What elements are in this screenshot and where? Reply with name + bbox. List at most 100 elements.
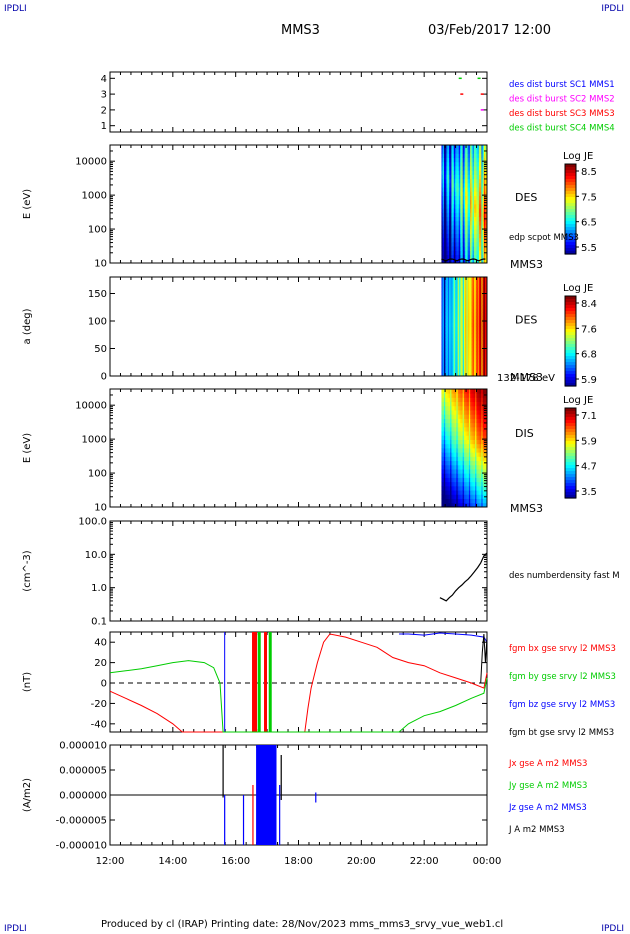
- des_energy-colorbar-cell: [565, 230, 576, 234]
- des_pitch-cell: [451, 344, 454, 349]
- des_energy-cell: [446, 161, 449, 167]
- des_pitch-cell: [452, 284, 455, 289]
- des_pitch-cell: [482, 354, 485, 359]
- dis_energy-cell: [460, 477, 462, 483]
- des_energy-cell: [471, 220, 474, 226]
- dis_energy-cell: [460, 410, 462, 415]
- des_energy-cell: [452, 216, 455, 222]
- des_energy-colorbar-tick-label: 5.5: [581, 243, 597, 254]
- dis_energy-cell: [463, 456, 466, 462]
- des_energy-cell: [456, 178, 459, 184]
- des_energy-cell: [446, 182, 449, 188]
- des_energy-cell: [466, 191, 469, 196]
- des_pitch-cell: [442, 330, 445, 334]
- des_energy-cell: [483, 204, 486, 209]
- des_energy-cell: [450, 153, 452, 159]
- des_energy-cell: [458, 153, 461, 159]
- des_pitch-cell: [450, 305, 452, 310]
- des_energy-cell: [471, 166, 474, 171]
- des_pitch-cell: [462, 284, 465, 289]
- dis_energy-cell: [482, 422, 485, 428]
- dis_energy-cell: [467, 452, 470, 457]
- des_energy-cell: [471, 216, 474, 222]
- des_energy-cell: [445, 191, 447, 196]
- des_energy-cell: [475, 199, 477, 205]
- des_pitch-cell: [442, 340, 445, 345]
- dis_energy-cell: [447, 401, 450, 407]
- dis_energy-cell: [451, 422, 454, 428]
- dis_energy-cell: [480, 393, 482, 398]
- des_pitch-cell: [465, 280, 467, 285]
- dis_energy-cell: [470, 414, 472, 419]
- dis_energy-cell: [466, 485, 469, 491]
- dis_energy-cell: [446, 490, 449, 495]
- dis_energy-cell: [483, 477, 486, 483]
- dis_energy-cell: [472, 443, 475, 449]
- des_energy-cell: [452, 182, 455, 188]
- des_energy-cell: [458, 187, 461, 192]
- des_pitch-cell: [462, 319, 465, 324]
- des_pitch-cell: [458, 365, 461, 370]
- burst-legend-3: des dist burst SC4 MMS4: [509, 124, 615, 134]
- dis_energy-cell: [445, 397, 447, 403]
- des_pitch-colorbar-frame: [564, 295, 577, 387]
- dis_energy-cell: [452, 414, 455, 419]
- des_pitch-cell: [452, 298, 455, 303]
- des_pitch-cell: [451, 315, 454, 320]
- des_energy-cell: [466, 237, 469, 243]
- des_pitch-cell: [462, 351, 465, 356]
- des_energy-cell: [485, 157, 487, 163]
- des_pitch-cell: [457, 312, 460, 317]
- des_pitch-cell: [458, 372, 461, 377]
- des_energy-ytick-label: 100: [88, 225, 107, 236]
- des_pitch-cell: [477, 284, 480, 289]
- dis_energy-cell: [471, 502, 474, 508]
- des_pitch-cell: [468, 315, 471, 320]
- des_pitch-cell: [477, 280, 480, 285]
- dis_energy-cell: [442, 443, 445, 449]
- des_pitch-cell: [460, 365, 462, 370]
- des_energy-cell: [482, 170, 485, 175]
- des_pitch-cell: [475, 326, 477, 331]
- des_pitch-cell: [462, 294, 465, 299]
- des_pitch-cell: [441, 298, 444, 303]
- des_energy-cell: [463, 174, 466, 180]
- dis_energy-cell: [470, 443, 472, 449]
- des_pitch-cell: [463, 301, 466, 306]
- des_pitch-cell: [463, 358, 466, 363]
- des_pitch-cell: [441, 277, 444, 281]
- des_energy-cell: [480, 204, 482, 209]
- dis_energy-cell: [463, 448, 466, 453]
- dis_energy-cell: [456, 481, 459, 487]
- des_energy-cell: [445, 199, 447, 205]
- des_energy-cell: [450, 182, 452, 188]
- dis_energy-cell: [481, 443, 484, 449]
- dis_energy-cell: [445, 464, 447, 470]
- des_energy-cell: [473, 237, 476, 243]
- des_energy-cell: [468, 225, 471, 230]
- des_energy-cell: [453, 191, 456, 196]
- fgm-legend-2: fgm bz gse srvy l2 MMS3: [509, 700, 615, 710]
- des_pitch-cell: [445, 344, 447, 349]
- dis_energy-cell: [466, 452, 469, 457]
- des_pitch-cell: [456, 333, 459, 338]
- footer-credit: Produced by cl (IRAP) Printing date: 28/…: [101, 919, 504, 930]
- des_pitch-cell: [481, 294, 484, 299]
- dis_energy-cell: [452, 397, 455, 403]
- des_pitch-cell: [442, 287, 445, 292]
- des_energy-cell: [475, 208, 477, 213]
- datetime-title: 03/Feb/2017 12:00: [428, 23, 551, 38]
- des_pitch-cell: [453, 298, 456, 303]
- dis_energy-cell: [477, 490, 480, 495]
- des_pitch-cell: [485, 368, 487, 373]
- des_energy-colorbar-cell: [565, 236, 576, 240]
- des_pitch-cell: [455, 322, 457, 327]
- des_pitch-cell: [451, 351, 454, 356]
- dis_energy-cell: [445, 498, 447, 504]
- des_pitch-cell: [467, 368, 470, 373]
- dis_energy-cell: [446, 494, 449, 499]
- des_energy-cell: [445, 250, 447, 255]
- des_pitch-cell: [445, 305, 447, 310]
- des_pitch-cell: [457, 365, 460, 370]
- des_pitch-cell: [468, 319, 471, 324]
